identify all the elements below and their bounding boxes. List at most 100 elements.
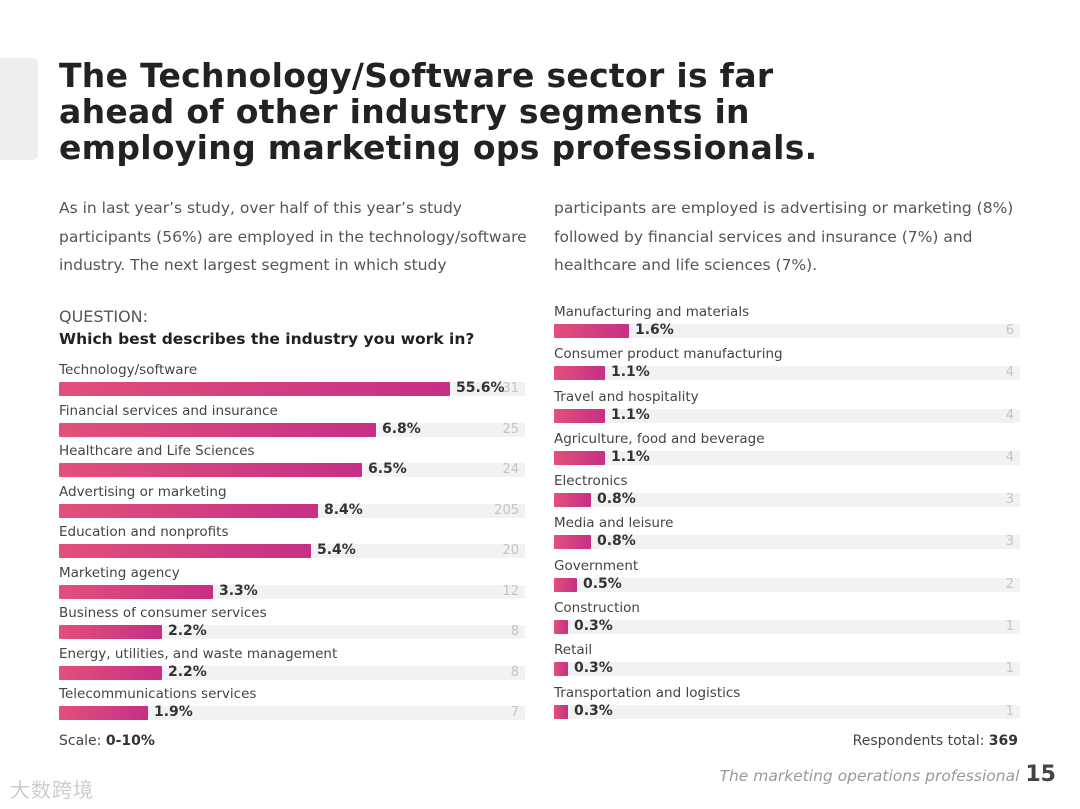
bar <box>554 577 577 592</box>
category-label: Travel and hospitality <box>554 388 699 405</box>
count-label: 1 <box>1005 619 1014 635</box>
count-label: 2 <box>1005 576 1014 592</box>
count-label: 7 <box>510 705 519 720</box>
count-label: 8 <box>510 624 519 639</box>
chart-row: Consumer product manufacturing 1.1% 4 <box>554 346 1020 388</box>
percent-label: 1.1% <box>611 448 650 465</box>
count-label: 1 <box>1005 703 1014 719</box>
chart-row: Agriculture, food and beverage 1.1% 4 <box>554 431 1020 473</box>
count-label: 20 <box>502 543 519 558</box>
category-label: Technology/software <box>59 362 198 378</box>
intro-left: As in last year’s study, over half of th… <box>59 199 527 274</box>
category-label: Advertising or marketing <box>59 483 227 500</box>
count-label: 24 <box>502 462 519 477</box>
bar <box>554 535 591 550</box>
footer: The marketing operations professional 15 <box>719 762 1056 787</box>
count-label: 8 <box>510 664 519 680</box>
bar <box>554 408 605 423</box>
bar-track <box>59 625 525 639</box>
count-label: 25 <box>502 421 519 437</box>
category-label: Marketing agency <box>59 564 180 581</box>
percent-label: 0.8% <box>597 533 636 550</box>
percent-label: 0.3% <box>574 702 613 719</box>
chart-row: Advertising or marketing 8.4% 205 <box>59 484 525 525</box>
bar <box>59 665 162 680</box>
chart-left: Technology/software 55.6% 31 Financial se… <box>59 362 525 727</box>
bar <box>59 706 148 720</box>
chart-row: Marketing agency 3.3% 12 <box>59 565 525 606</box>
chart-row: Transportation and logistics 0.3% 1 <box>554 685 1020 727</box>
bar <box>554 450 605 465</box>
category-label: Healthcare and Life Sciences <box>59 443 255 459</box>
percent-label: 6.8% <box>382 420 421 437</box>
category-label: Telecommunications services <box>59 686 257 702</box>
percent-label: 2.2% <box>168 663 207 680</box>
count-label: 4 <box>1005 449 1014 465</box>
scale-note: Scale: 0-10% <box>59 733 155 749</box>
chart-row: Technology/software 55.6% 31 <box>59 362 525 403</box>
question-text: Which best describes the industry you wo… <box>59 330 475 348</box>
category-label: Media and leisure <box>554 515 674 532</box>
category-label: Retail <box>554 642 593 659</box>
category-label: Manufacturing and materials <box>554 304 750 320</box>
watermark: 大数跨境 <box>10 778 94 802</box>
bar <box>59 382 450 396</box>
chart-row: Government 0.5% 2 <box>554 558 1020 600</box>
category-label: Consumer product manufacturing <box>554 346 783 363</box>
percent-label: 1.9% <box>154 704 193 720</box>
bar-track <box>554 366 1020 381</box>
percent-label: 1.1% <box>611 364 650 381</box>
count-label: 3 <box>1005 534 1014 550</box>
bar <box>554 366 605 381</box>
chart-row: Construction 0.3% 1 <box>554 600 1020 642</box>
percent-label: 55.6% <box>456 380 505 396</box>
bar <box>59 503 318 518</box>
bar-track <box>59 706 525 720</box>
percent-label: 0.5% <box>583 575 622 592</box>
category-label: Government <box>554 557 639 574</box>
bar-track <box>59 665 525 680</box>
chart-row: Media and leisure 0.8% 3 <box>554 515 1020 557</box>
chart-row: Travel and hospitality 1.1% 4 <box>554 389 1020 431</box>
count-label: 4 <box>1005 407 1014 423</box>
page-title: The Technology/Software sector is far ah… <box>59 56 818 167</box>
percent-label: 2.2% <box>168 623 207 639</box>
footer-text: The marketing operations professional <box>719 767 1020 785</box>
chart-row: Electronics 0.8% 3 <box>554 473 1020 515</box>
chart-row: Manufacturing and materials 1.6% 6 <box>554 304 1020 346</box>
respondents-note: Respondents total: 369 <box>853 733 1018 749</box>
chart-row: Financial services and insurance 6.8% 25 <box>59 403 525 444</box>
bar <box>554 662 568 677</box>
chart-row: Telecommunications services 1.9% 7 <box>59 686 525 727</box>
chart-row: Education and nonprofits 5.4% 20 <box>59 524 525 565</box>
count-label: 6 <box>1005 323 1014 338</box>
count-label: 205 <box>494 502 519 518</box>
count-label: 12 <box>502 583 519 599</box>
category-label: Financial services and insurance <box>59 402 278 419</box>
question-label: QUESTION: <box>59 307 149 326</box>
bar <box>59 463 362 477</box>
category-label: Construction <box>554 600 640 617</box>
respondents-value: 369 <box>988 733 1018 749</box>
category-label: Business of consumer services <box>59 605 267 621</box>
category-label: Electronics <box>554 473 628 490</box>
bar <box>59 625 162 639</box>
scale-label: Scale: <box>59 733 102 749</box>
bar-track <box>554 408 1020 423</box>
percent-label: 0.3% <box>574 618 613 635</box>
category-label: Energy, utilities, and waste management <box>59 645 338 662</box>
count-label: 31 <box>502 381 519 396</box>
percent-label: 1.1% <box>611 406 650 423</box>
count-label: 1 <box>1005 661 1014 677</box>
percent-label: 0.8% <box>597 491 636 508</box>
count-label: 4 <box>1005 365 1014 381</box>
side-tab <box>0 58 38 160</box>
bar <box>554 493 591 508</box>
bar <box>59 422 376 437</box>
percent-label: 5.4% <box>317 542 356 558</box>
bar-track <box>554 535 1020 550</box>
percent-label: 0.3% <box>574 660 613 677</box>
chart-row: Retail 0.3% 1 <box>554 642 1020 684</box>
bar-track <box>554 704 1020 719</box>
bar-track <box>554 324 1020 338</box>
